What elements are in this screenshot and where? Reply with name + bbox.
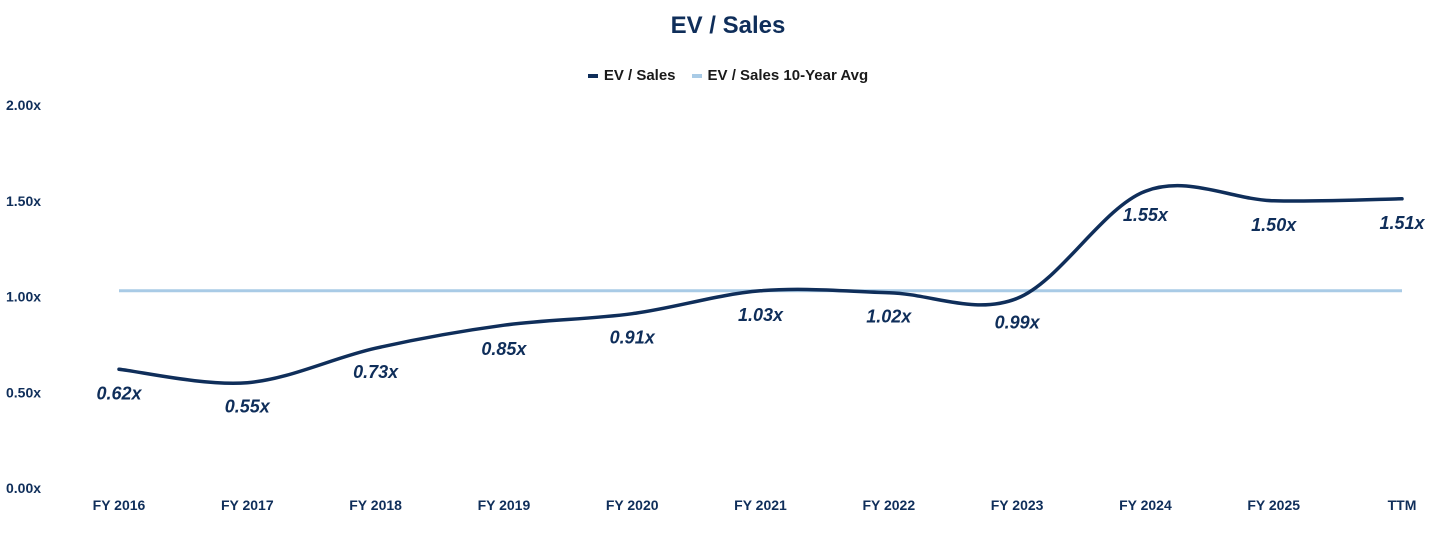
data-label: 0.73x — [353, 362, 399, 382]
x-tick-label: FY 2024 — [1119, 497, 1172, 513]
x-tick-label: FY 2022 — [862, 497, 915, 513]
legend-item-ev-sales: EV / Sales — [587, 67, 676, 84]
data-label: 1.55x — [1123, 205, 1169, 225]
x-tick-label: FY 2017 — [221, 497, 274, 513]
data-label: 1.50x — [1251, 215, 1297, 235]
data-label: 0.55x — [225, 397, 271, 417]
y-tick-label: 2.00x — [6, 97, 41, 113]
data-label-layer: 0.62x 0.55x 0.73x 0.85x 0.91x 1.03x 1.02x 0.99x… — [96, 205, 1425, 416]
x-tick-label: FY 2018 — [349, 497, 402, 513]
legend-item-ev-sales-avg: EV / Sales 10-Year Avg — [691, 67, 869, 84]
legend-swatch-ev-sales — [587, 73, 598, 78]
chart-title: EV / Sales — [670, 12, 786, 39]
series-layer — [117, 183, 1404, 385]
x-tick-label: TTM — [1388, 497, 1417, 513]
series-line-ev-sales — [117, 183, 1404, 385]
data-label: 0.99x — [995, 312, 1041, 332]
y-tick-label: 0.50x — [6, 384, 41, 400]
y-tick-label: 0.00x — [6, 480, 41, 496]
x-tick-label: FY 2025 — [1247, 497, 1300, 513]
legend: EV / Sales EV / Sales 10-Year Avg — [0, 67, 1456, 84]
data-label: 1.02x — [866, 307, 912, 327]
x-tick-label: FY 2023 — [991, 497, 1044, 513]
data-label: 1.03x — [738, 305, 784, 325]
data-label: 1.51x — [1379, 213, 1425, 233]
x-tick-label: FY 2016 — [93, 497, 146, 513]
x-tick-label: FY 2019 — [478, 497, 531, 513]
x-axis: FY 2016 FY 2017 FY 2018 FY 2019 FY 2020 FY 20… — [93, 497, 1417, 513]
x-tick-label: FY 2020 — [606, 497, 659, 513]
data-label: 0.91x — [610, 328, 656, 348]
data-label: 0.85x — [481, 339, 527, 359]
legend-label-ev-sales: EV / Sales — [603, 67, 676, 84]
legend-label-ev-sales-avg: EV / Sales 10-Year Avg — [707, 67, 869, 84]
x-tick-label: FY 2021 — [734, 497, 787, 513]
y-tick-label: 1.00x — [6, 289, 41, 305]
data-label: 0.62x — [96, 383, 142, 403]
legend-swatch-ev-sales-avg — [691, 73, 702, 78]
y-tick-label: 1.50x — [6, 193, 41, 209]
y-axis: 0.00x 0.50x 1.00x 1.50x 2.00x — [6, 97, 41, 496]
